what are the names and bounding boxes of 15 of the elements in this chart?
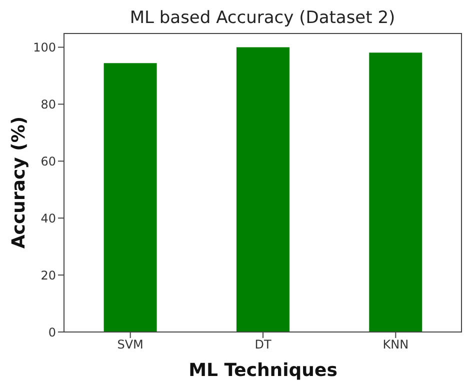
y-tick-label: 20 xyxy=(40,268,56,282)
bar xyxy=(369,52,422,332)
x-tick-label: DT xyxy=(254,338,272,352)
y-tick-label: 80 xyxy=(40,97,56,112)
y-tick-label: 40 xyxy=(40,211,56,226)
x-tick-label: SVM xyxy=(117,338,144,352)
bar xyxy=(236,47,290,332)
x-axis-title: ML Techniques xyxy=(188,360,338,381)
y-tick-label: 100 xyxy=(33,40,56,54)
y-tick-label: 60 xyxy=(40,154,56,168)
y-tick-label: 0 xyxy=(48,325,56,340)
x-tick-label: KNN xyxy=(382,338,409,352)
bar xyxy=(104,63,157,332)
chart-title: ML based Accuracy (Dataset 2) xyxy=(128,8,396,28)
y-axis-title: Accuracy (%) xyxy=(8,116,30,249)
